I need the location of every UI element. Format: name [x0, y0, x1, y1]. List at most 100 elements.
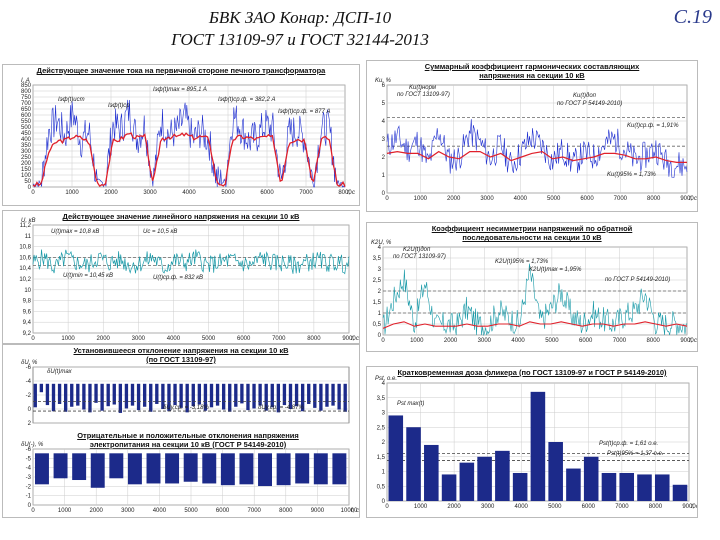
current-mean-line — [32, 132, 346, 188]
y-tick-label: 2 — [382, 155, 386, 161]
x-tick-label: 6000 — [580, 196, 594, 202]
flicker-bar — [512, 472, 528, 501]
x-tick-label: 4000 — [514, 196, 528, 202]
x-axis-label: t, c — [351, 336, 359, 342]
y-tick-label: 700 — [21, 101, 32, 107]
y-tick-label: 2,5 — [377, 425, 386, 431]
x-tick-label: 7000 — [248, 508, 262, 514]
current-chart-panel: Действующее значение тока на первичной с… — [2, 64, 360, 206]
flicker-bar — [601, 472, 617, 501]
deviation-bar — [203, 383, 208, 411]
relative-bar — [165, 453, 180, 484]
x-tick-label: 3000 — [480, 196, 494, 202]
x-tick-label: 6000 — [216, 508, 230, 514]
flicker-bar — [424, 444, 439, 501]
deviation-bar — [167, 383, 171, 412]
x-tick-label: 5000 — [545, 338, 559, 344]
voltage-chart-title: Действующее значение линейного напряжени… — [62, 212, 300, 221]
x-tick-label: 9000 — [682, 504, 696, 510]
y-tick-label: 600 — [21, 113, 32, 119]
deviation-bar — [209, 383, 214, 408]
relative-bar — [313, 453, 328, 485]
deviation-bar — [161, 383, 165, 409]
relative-bar — [53, 453, 68, 479]
y-tick-label: -5 — [26, 456, 32, 462]
deviation-bar — [118, 383, 123, 413]
voltage-annotation-max: U(t)max = 10,8 кВ — [51, 229, 99, 235]
flicker-bar — [477, 456, 492, 501]
relative-bar — [183, 453, 198, 482]
deviation-bar — [76, 383, 80, 406]
y-tick-label: 0 — [28, 185, 32, 191]
deviation-bar — [112, 383, 116, 405]
header-title: БВК ЗАО Конар: ДСП-10 — [208, 8, 392, 27]
deviation-bar — [155, 383, 159, 404]
deviation-bar — [221, 383, 226, 410]
deviation-bar — [343, 383, 347, 412]
y-tick-label: 850 — [21, 83, 32, 89]
x-tick-label: 2000 — [447, 504, 461, 510]
y-tick-label: 350 — [21, 143, 32, 149]
y-tick-label: 300 — [21, 149, 32, 155]
x-tick-label: 0 — [381, 338, 385, 344]
y-tick-label: 1,5 — [377, 455, 386, 461]
y-tick-label: 10,2 — [19, 277, 31, 283]
y-tick-label: 2 — [382, 440, 386, 446]
deviation-chart-subtitle: (по ГОСТ 13109-97) — [146, 355, 216, 364]
x-tick-label: 5000 — [548, 504, 562, 510]
y-tick-label: 0 — [28, 407, 32, 413]
x-tick-label: 3000 — [143, 190, 157, 196]
y-tick-label: 4 — [378, 245, 382, 251]
y-tick-label: 5 — [382, 101, 386, 107]
relative-chart-title: Отрицательные и положительные отклонения… — [77, 431, 299, 449]
x-tick-label: 0 — [31, 336, 35, 342]
y-tick-label: 650 — [21, 107, 32, 113]
x-tick-label: 1000 — [65, 190, 79, 196]
unbalance-mean-line — [382, 321, 688, 329]
relative-bar — [295, 453, 310, 484]
deviation-bar — [294, 383, 299, 407]
deviation-bar — [124, 383, 129, 409]
unbalance-chart-panel: Коэффициент несимметрии напряжений по об… — [366, 222, 698, 352]
x-tick-label: 4000 — [167, 336, 181, 342]
x-axis-label: t, c — [689, 196, 697, 202]
deviation-bar — [252, 383, 256, 409]
y-tick-label: 11,2 — [20, 223, 32, 229]
x-tick-label: 0 — [385, 504, 389, 510]
x-tick-label: 8000 — [338, 190, 352, 196]
deviation-bar — [319, 383, 323, 411]
deviation-bar — [215, 383, 220, 406]
y-tick-label: 250 — [21, 155, 32, 161]
x-tick-label: 8000 — [647, 338, 661, 344]
relative-bar — [90, 453, 105, 488]
deviation-y-label: δU, % — [21, 360, 38, 366]
x-tick-label: 0 — [385, 196, 389, 202]
current-annotation-mean-2: Iэф(t)ср.ф. = 877 A — [278, 109, 331, 115]
deviation-bar — [88, 383, 92, 413]
relative-bar — [276, 453, 291, 486]
x-tick-label: 1000 — [58, 508, 72, 514]
deviation-chart-panel: Установившееся отклонение напряжения на … — [2, 344, 360, 518]
x-tick-label: 6000 — [579, 338, 593, 344]
unbalance-y-label: K2U, % — [371, 240, 392, 246]
current-annotation-max: Iэф(t)max = 895,1 A — [153, 87, 207, 93]
y-tick-label: 400 — [21, 137, 32, 143]
x-tick-label: 2000 — [90, 508, 104, 514]
flicker-bar — [654, 474, 670, 501]
y-tick-label: 550 — [21, 119, 32, 125]
flicker-bar — [619, 472, 635, 501]
x-tick-label: 2000 — [447, 196, 461, 202]
y-tick-label: 100 — [21, 173, 32, 179]
y-tick-label: 0,5 — [377, 484, 386, 490]
y-tick-label: 50 — [24, 179, 31, 185]
unbalance-annotation-5: по ГОСТ Р 54149-2010) — [605, 277, 670, 283]
y-tick-label: -4 — [26, 379, 32, 385]
deviation-bar — [282, 383, 287, 406]
relative-bar — [220, 453, 235, 486]
thd-annotation-5: Ku(t)ср.ф. = 1,91% — [627, 123, 679, 129]
flicker-annotation-1: Pst max(t) — [397, 401, 424, 407]
relative-bar — [35, 453, 49, 485]
relative-bar — [332, 453, 347, 485]
relative-bar — [109, 453, 124, 479]
thd-mean-line — [386, 150, 687, 164]
